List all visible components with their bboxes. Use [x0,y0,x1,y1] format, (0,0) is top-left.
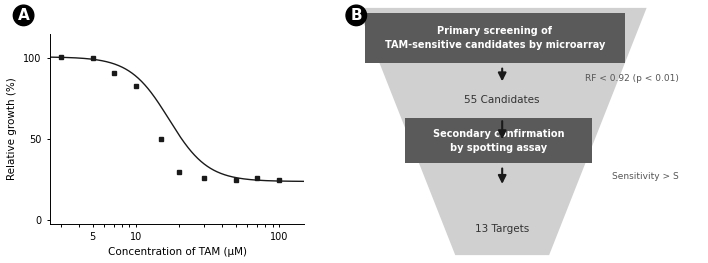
Text: A: A [18,8,30,23]
Polygon shape [358,8,646,255]
X-axis label: Concentration of TAM (μM): Concentration of TAM (μM) [108,247,246,257]
Text: RF < 0.92 (p < 0.01): RF < 0.92 (p < 0.01) [586,74,679,83]
Y-axis label: Relative growth (%): Relative growth (%) [7,78,17,180]
Text: B: B [350,8,362,23]
FancyBboxPatch shape [405,118,593,163]
Text: Sensitivity > S: Sensitivity > S [612,172,679,181]
Text: Secondary confirmation
by spotting assay: Secondary confirmation by spotting assay [433,129,564,153]
Text: 55 Candidates: 55 Candidates [464,95,540,105]
Text: 13 Targets: 13 Targets [475,224,530,234]
Text: Primary screening of
TAM-sensitive candidates by microarray: Primary screening of TAM-sensitive candi… [384,26,605,50]
FancyBboxPatch shape [365,13,625,63]
